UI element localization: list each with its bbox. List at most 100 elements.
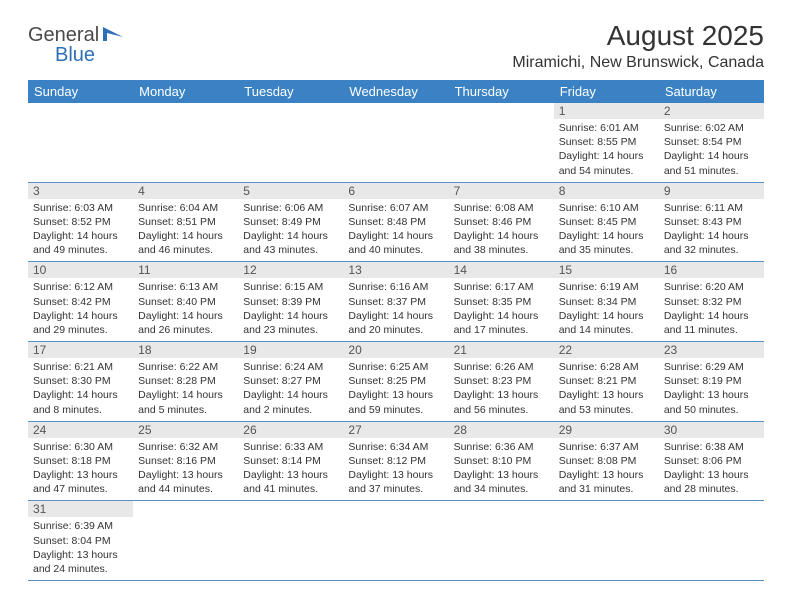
sunset-text: Sunset: 8:34 PM xyxy=(559,295,654,309)
sunrise-text: Sunrise: 6:32 AM xyxy=(138,440,233,454)
day-details: Sunrise: 6:21 AMSunset: 8:30 PMDaylight:… xyxy=(28,358,133,421)
day-details: Sunrise: 6:10 AMSunset: 8:45 PMDaylight:… xyxy=(554,199,659,262)
daylight-text: Daylight: 14 hours and 23 minutes. xyxy=(243,309,338,337)
sunrise-text: Sunrise: 6:39 AM xyxy=(33,519,128,533)
daylight-text: Daylight: 13 hours and 37 minutes. xyxy=(348,468,443,496)
day-cell xyxy=(449,501,554,581)
location-text: Miramichi, New Brunswick, Canada xyxy=(512,54,764,72)
sunset-text: Sunset: 8:55 PM xyxy=(559,135,654,149)
daylight-text: Daylight: 14 hours and 54 minutes. xyxy=(559,149,654,177)
day-number: 11 xyxy=(133,262,238,278)
day-details: Sunrise: 6:08 AMSunset: 8:46 PMDaylight:… xyxy=(449,199,554,262)
daylight-text: Daylight: 13 hours and 44 minutes. xyxy=(138,468,233,496)
day-header-mon: Monday xyxy=(133,80,238,103)
weeks-container: 1Sunrise: 6:01 AMSunset: 8:55 PMDaylight… xyxy=(28,103,764,581)
sunset-text: Sunset: 8:43 PM xyxy=(664,215,759,229)
day-details: Sunrise: 6:06 AMSunset: 8:49 PMDaylight:… xyxy=(238,199,343,262)
day-details: Sunrise: 6:36 AMSunset: 8:10 PMDaylight:… xyxy=(449,438,554,501)
daylight-text: Daylight: 13 hours and 31 minutes. xyxy=(559,468,654,496)
daylight-text: Daylight: 13 hours and 41 minutes. xyxy=(243,468,338,496)
day-details: Sunrise: 6:20 AMSunset: 8:32 PMDaylight:… xyxy=(659,278,764,341)
day-header-sun: Sunday xyxy=(28,80,133,103)
sunrise-text: Sunrise: 6:34 AM xyxy=(348,440,443,454)
day-cell: 25Sunrise: 6:32 AMSunset: 8:16 PMDayligh… xyxy=(133,422,238,502)
day-cell: 22Sunrise: 6:28 AMSunset: 8:21 PMDayligh… xyxy=(554,342,659,422)
day-cell: 24Sunrise: 6:30 AMSunset: 8:18 PMDayligh… xyxy=(28,422,133,502)
day-number: 2 xyxy=(659,103,764,119)
sunrise-text: Sunrise: 6:15 AM xyxy=(243,280,338,294)
day-number: 20 xyxy=(343,342,448,358)
day-number: 4 xyxy=(133,183,238,199)
day-number: 28 xyxy=(449,422,554,438)
sunrise-text: Sunrise: 6:06 AM xyxy=(243,201,338,215)
day-header-tue: Tuesday xyxy=(238,80,343,103)
sunrise-text: Sunrise: 6:20 AM xyxy=(664,280,759,294)
day-cell: 7Sunrise: 6:08 AMSunset: 8:46 PMDaylight… xyxy=(449,183,554,263)
day-details: Sunrise: 6:33 AMSunset: 8:14 PMDaylight:… xyxy=(238,438,343,501)
day-header-sat: Saturday xyxy=(659,80,764,103)
day-cell: 30Sunrise: 6:38 AMSunset: 8:06 PMDayligh… xyxy=(659,422,764,502)
sunset-text: Sunset: 8:45 PM xyxy=(559,215,654,229)
sunrise-text: Sunrise: 6:08 AM xyxy=(454,201,549,215)
day-details: Sunrise: 6:30 AMSunset: 8:18 PMDaylight:… xyxy=(28,438,133,501)
day-cell xyxy=(238,501,343,581)
page-header: General August 2025 Miramichi, New Bruns… xyxy=(28,20,764,72)
day-details: Sunrise: 6:13 AMSunset: 8:40 PMDaylight:… xyxy=(133,278,238,341)
sunset-text: Sunset: 8:23 PM xyxy=(454,374,549,388)
day-details: Sunrise: 6:02 AMSunset: 8:54 PMDaylight:… xyxy=(659,119,764,182)
daylight-text: Daylight: 14 hours and 20 minutes. xyxy=(348,309,443,337)
day-cell: 8Sunrise: 6:10 AMSunset: 8:45 PMDaylight… xyxy=(554,183,659,263)
sunrise-text: Sunrise: 6:02 AM xyxy=(664,121,759,135)
sunset-text: Sunset: 8:12 PM xyxy=(348,454,443,468)
daylight-text: Daylight: 13 hours and 50 minutes. xyxy=(664,388,759,416)
day-details: Sunrise: 6:07 AMSunset: 8:48 PMDaylight:… xyxy=(343,199,448,262)
daylight-text: Daylight: 14 hours and 29 minutes. xyxy=(33,309,128,337)
daylight-text: Daylight: 14 hours and 14 minutes. xyxy=(559,309,654,337)
daylight-text: Daylight: 14 hours and 40 minutes. xyxy=(348,229,443,257)
sunrise-text: Sunrise: 6:24 AM xyxy=(243,360,338,374)
sunrise-text: Sunrise: 6:19 AM xyxy=(559,280,654,294)
sunrise-text: Sunrise: 6:30 AM xyxy=(33,440,128,454)
day-cell xyxy=(133,501,238,581)
day-details: Sunrise: 6:38 AMSunset: 8:06 PMDaylight:… xyxy=(659,438,764,501)
day-number: 13 xyxy=(343,262,448,278)
sunset-text: Sunset: 8:28 PM xyxy=(138,374,233,388)
sunrise-text: Sunrise: 6:16 AM xyxy=(348,280,443,294)
day-number: 29 xyxy=(554,422,659,438)
sunset-text: Sunset: 8:30 PM xyxy=(33,374,128,388)
day-details: Sunrise: 6:24 AMSunset: 8:27 PMDaylight:… xyxy=(238,358,343,421)
day-number: 17 xyxy=(28,342,133,358)
title-block: August 2025 Miramichi, New Brunswick, Ca… xyxy=(512,20,764,72)
daylight-text: Daylight: 13 hours and 56 minutes. xyxy=(454,388,549,416)
day-cell: 13Sunrise: 6:16 AMSunset: 8:37 PMDayligh… xyxy=(343,262,448,342)
day-cell: 11Sunrise: 6:13 AMSunset: 8:40 PMDayligh… xyxy=(133,262,238,342)
sunset-text: Sunset: 8:04 PM xyxy=(33,534,128,548)
day-cell: 31Sunrise: 6:39 AMSunset: 8:04 PMDayligh… xyxy=(28,501,133,581)
day-details: Sunrise: 6:01 AMSunset: 8:55 PMDaylight:… xyxy=(554,119,659,182)
sunrise-text: Sunrise: 6:22 AM xyxy=(138,360,233,374)
day-details: Sunrise: 6:11 AMSunset: 8:43 PMDaylight:… xyxy=(659,199,764,262)
daylight-text: Daylight: 13 hours and 24 minutes. xyxy=(33,548,128,576)
day-cell: 5Sunrise: 6:06 AMSunset: 8:49 PMDaylight… xyxy=(238,183,343,263)
day-cell: 23Sunrise: 6:29 AMSunset: 8:19 PMDayligh… xyxy=(659,342,764,422)
day-cell: 15Sunrise: 6:19 AMSunset: 8:34 PMDayligh… xyxy=(554,262,659,342)
day-number: 3 xyxy=(28,183,133,199)
sunrise-text: Sunrise: 6:12 AM xyxy=(33,280,128,294)
day-cell: 3Sunrise: 6:03 AMSunset: 8:52 PMDaylight… xyxy=(28,183,133,263)
day-number: 8 xyxy=(554,183,659,199)
day-cell: 2Sunrise: 6:02 AMSunset: 8:54 PMDaylight… xyxy=(659,103,764,183)
day-details: Sunrise: 6:26 AMSunset: 8:23 PMDaylight:… xyxy=(449,358,554,421)
daylight-text: Daylight: 14 hours and 5 minutes. xyxy=(138,388,233,416)
daylight-text: Daylight: 14 hours and 2 minutes. xyxy=(243,388,338,416)
day-cell xyxy=(343,501,448,581)
week-row: 10Sunrise: 6:12 AMSunset: 8:42 PMDayligh… xyxy=(28,262,764,342)
sunrise-text: Sunrise: 6:38 AM xyxy=(664,440,759,454)
daylight-text: Daylight: 14 hours and 46 minutes. xyxy=(138,229,233,257)
day-details: Sunrise: 6:37 AMSunset: 8:08 PMDaylight:… xyxy=(554,438,659,501)
day-number: 18 xyxy=(133,342,238,358)
day-number: 22 xyxy=(554,342,659,358)
day-header-thu: Thursday xyxy=(449,80,554,103)
sunset-text: Sunset: 8:51 PM xyxy=(138,215,233,229)
sunrise-text: Sunrise: 6:28 AM xyxy=(559,360,654,374)
sunrise-text: Sunrise: 6:03 AM xyxy=(33,201,128,215)
